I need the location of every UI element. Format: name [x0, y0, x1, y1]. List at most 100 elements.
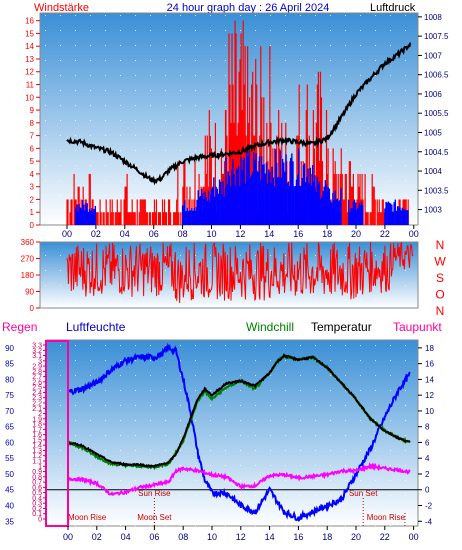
wind-tick-label: 2: [30, 195, 35, 204]
hour-tick-label: 22: [380, 229, 390, 239]
humidity-tick-label: 80: [5, 375, 14, 384]
hour-tick-label: 08: [178, 532, 188, 542]
wind-direction-trace: [66, 241, 414, 304]
rain-tick-label: 2.9: [32, 364, 42, 371]
humidity-tick-label: 65: [5, 423, 14, 432]
hour-tick-label: 00: [63, 532, 73, 542]
wind-tick-label: 16: [25, 17, 34, 26]
humidity-tick-label: 60: [5, 438, 14, 447]
header-regen: Regen: [2, 320, 37, 334]
rain-tick-label: 2.1: [32, 406, 42, 413]
pressure-tick-label: 1003: [424, 206, 442, 215]
temperature-axis-ticks: -4 -2 0 2 4 6 8 10 12 14 16 18: [418, 344, 434, 526]
pressure-tick-label: 1004: [424, 167, 442, 176]
temperature-tick-label: 4: [425, 454, 430, 463]
rain-tick-label: 0.6: [32, 485, 42, 492]
hour-tick-label: 02: [91, 229, 101, 239]
humidity-tick-label: 85: [5, 360, 14, 369]
pressure-tick-label: 1007.5: [424, 32, 449, 41]
wind-tick-label: 14: [25, 42, 34, 51]
moon-rise-event: Moon Rise: [367, 513, 406, 522]
temperature-tick-label: 8: [425, 423, 430, 432]
wind-tick-label: 0: [30, 221, 35, 230]
header-windstaerke: Windstärke: [34, 2, 89, 14]
temperature-tick-label: -2: [425, 502, 433, 511]
sun-set-event: Sun Set: [349, 489, 378, 498]
header-temperatur: Temperatur: [311, 320, 372, 334]
panel1-hour-ticks: 00 02 04 06 08 10 12 14 16 18 20 22 00: [62, 225, 419, 239]
compass-letter: S: [436, 271, 444, 285]
temperature-tick-label: 6: [425, 438, 430, 447]
hour-tick-label: 18: [322, 532, 332, 542]
rain-tick-label: 0.7: [32, 480, 42, 487]
wind-tick-label: 9: [30, 106, 35, 115]
direction-axis-ticks: 0 90 180 270 360: [21, 238, 40, 313]
hour-tick-label: 14: [264, 229, 274, 239]
direction-tick-label: 90: [25, 288, 34, 297]
moon-rise-event: Moon Rise: [68, 513, 107, 522]
wind-tick-label: 4: [30, 170, 35, 179]
humidity-axis-ticks: 35 40 45 50 55 60 65 70 75 80 85 90: [5, 344, 14, 526]
header-windchill: Windchill: [246, 320, 294, 334]
temperature-tick-label: 10: [425, 407, 434, 416]
rain-tick-label: 2.3: [32, 395, 42, 402]
compass-letter: O: [435, 288, 444, 302]
pressure-tick-label: 1008: [424, 13, 442, 22]
temperature-tick-label: 12: [425, 391, 434, 400]
humidity-tick-label: 40: [5, 502, 14, 511]
hour-tick-label: 00: [409, 532, 419, 542]
humidity-tick-label: 70: [5, 407, 14, 416]
hour-tick-label: 16: [293, 532, 303, 542]
wind-tick-label: 5: [30, 157, 35, 166]
humidity-tick-label: 45: [5, 486, 14, 495]
pressure-axis-ticks: 1003 1003.5 1004 1004.5 1005 1005.5 1006 1006.5…: [418, 13, 449, 215]
rain-tick-label: 1.1: [32, 459, 42, 466]
rain-tick-label: 1: [38, 464, 42, 471]
humidity-tick-label: 75: [5, 391, 14, 400]
pressure-tick-label: 1006.5: [424, 71, 449, 80]
temperature-tick-label: 2: [425, 470, 430, 479]
rain-tick-label: 0.1: [32, 511, 42, 518]
wind-tick-label: 8: [30, 119, 35, 128]
hour-tick-label: 16: [293, 229, 303, 239]
hour-tick-label: 14: [265, 532, 275, 542]
header-taupunkt: Taupunkt: [393, 320, 442, 334]
humidity-tick-label: 55: [5, 454, 14, 463]
header-luftdruck: Luftdruck: [370, 2, 416, 14]
header-luftfeuchte: Luftfeuchte: [66, 320, 126, 334]
humidity-tick-label: 90: [5, 344, 14, 353]
rain-tick-label: 3.3: [32, 343, 42, 350]
moon-set-event: Moon Set: [137, 513, 172, 522]
rain-tick-label: 0: [38, 517, 42, 524]
temperature-tick-label: -4: [425, 517, 433, 526]
humidity-tick-label: 50: [5, 470, 14, 479]
hour-tick-label: 18: [322, 229, 332, 239]
direction-tick-label: 270: [21, 255, 35, 264]
rain-tick-label: 1.2: [32, 453, 42, 460]
compass-letter: N: [436, 304, 445, 318]
wind-tick-label: 15: [25, 29, 34, 38]
temperature-tick-label: 14: [425, 375, 434, 384]
chart-title: 24 hour graph day : 26 April 2024: [167, 2, 330, 14]
direction-tick-label: 360: [21, 238, 35, 247]
humidity-tick-label: 35: [5, 517, 14, 526]
hour-tick-label: 04: [121, 532, 131, 542]
rain-tick-label: 0.3: [32, 501, 42, 508]
pressure-tick-label: 1005: [424, 128, 442, 137]
compass-letter: W: [434, 255, 446, 269]
rain-tick-label: 0.2: [32, 506, 42, 513]
humidity-line: [67, 342, 411, 523]
panel3-hour-ticks: 00 02 04 06 08 10 12 14 16 18 20 22 00: [63, 526, 419, 542]
hour-tick-label: 20: [351, 532, 361, 542]
hour-tick-label: 06: [149, 532, 159, 542]
rain-tick-label: 1.9: [32, 416, 42, 423]
hour-tick-label: 04: [120, 229, 130, 239]
direction-series: [66, 241, 414, 304]
wind-tick-label: 3: [30, 183, 35, 192]
dewpoint-line: [67, 462, 411, 496]
direction-tick-label: 180: [21, 271, 35, 280]
wind-tick-label: 10: [25, 93, 34, 102]
